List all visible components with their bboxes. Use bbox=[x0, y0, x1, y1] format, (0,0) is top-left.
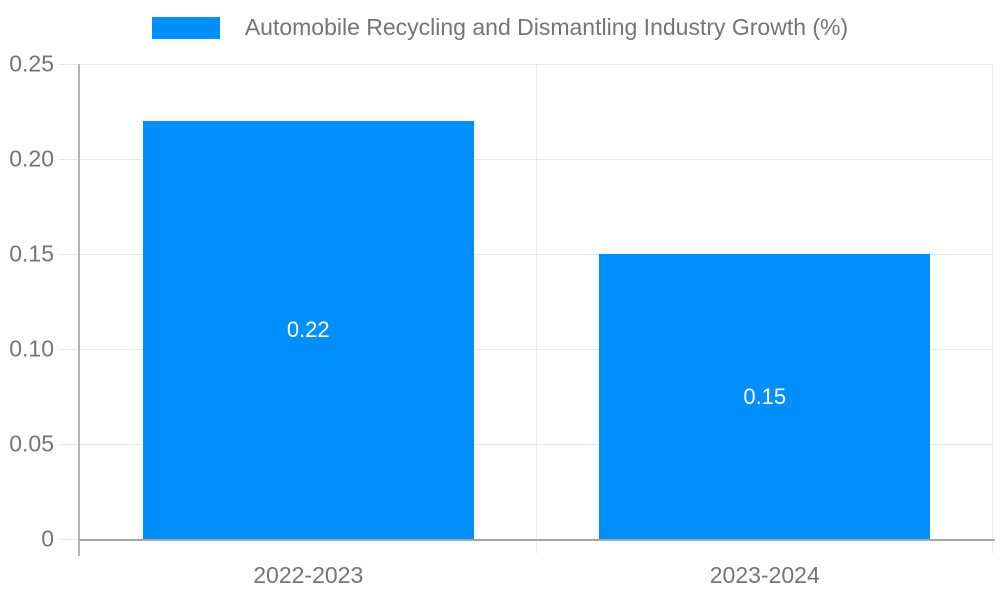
gridline-horizontal bbox=[58, 349, 993, 350]
bar-2023-2024[interactable]: 0.15 bbox=[599, 254, 931, 539]
y-tick-label: 0.20 bbox=[9, 145, 54, 172]
x-tick-label: 2022-2023 bbox=[253, 562, 364, 588]
gridline-horizontal bbox=[58, 254, 993, 255]
legend-swatch-icon bbox=[151, 16, 220, 39]
y-tick-label: 0.15 bbox=[9, 240, 54, 267]
y-tick-label: 0.25 bbox=[9, 50, 54, 77]
gridline-horizontal bbox=[58, 64, 993, 65]
bar-value-label: 0.15 bbox=[743, 383, 787, 409]
x-tick-label: 2023-2024 bbox=[709, 562, 820, 588]
gridline-vertical bbox=[535, 64, 537, 553]
legend-label: Automobile Recycling and Dismantling Ind… bbox=[244, 14, 849, 40]
gridline-horizontal bbox=[58, 444, 993, 445]
y-tick-label: 0.05 bbox=[9, 430, 54, 457]
y-axis-tick bbox=[58, 539, 80, 540]
y-axis-line bbox=[78, 64, 80, 556]
gridline-horizontal bbox=[58, 159, 993, 160]
y-tick-label: 0.10 bbox=[9, 335, 54, 362]
y-tick-label: 0 bbox=[41, 525, 54, 552]
plot-area: 0 0.05 0.10 0.15 0.20 0.25 0.22 0.15 2022-2023 20… bbox=[9, 52, 995, 588]
gridline-vertical bbox=[992, 64, 993, 553]
x-axis-line bbox=[78, 539, 995, 541]
bar-2022-2023[interactable]: 0.22 bbox=[142, 121, 474, 539]
chart-legend[interactable]: Automobile Recycling and Dismantling Ind… bbox=[0, 14, 1000, 41]
bar-value-label: 0.22 bbox=[286, 317, 330, 342]
